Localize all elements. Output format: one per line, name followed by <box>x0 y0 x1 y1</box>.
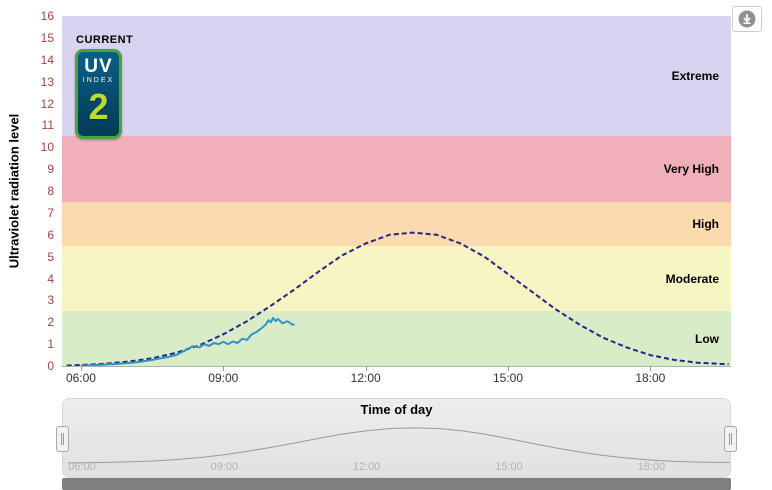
x-tick-label: 06:00 <box>65 371 96 385</box>
x-axis-title: Time of day <box>360 402 433 417</box>
export-button[interactable] <box>732 6 762 32</box>
y-tick-label: 16 <box>40 9 54 23</box>
badge-uv-text: UV <box>84 56 113 77</box>
x-tick-mark <box>80 366 82 371</box>
navigator-tick-label: 06:00 <box>68 461 96 473</box>
navigator-curve <box>67 427 730 464</box>
navigator-tick-label: 09:00 <box>210 461 239 473</box>
plot-area: Low Moderate High Very High Extreme <box>62 16 731 367</box>
band-label: Low <box>695 331 719 346</box>
y-tick-label: 14 <box>40 52 54 67</box>
y-tick-label: 11 <box>41 118 54 133</box>
y-tick-label: 4 <box>47 271 54 286</box>
navigator-tick-label: 12:00 <box>352 461 381 473</box>
navigator-curve-layer <box>67 427 730 464</box>
uv-band-very-high: Very High <box>62 136 731 202</box>
band-label: Moderate <box>665 271 719 286</box>
measured-uv-level-line <box>80 316 295 367</box>
uv-band-extreme: Extreme <box>62 16 731 137</box>
uv-band-moderate: Moderate <box>62 245 731 312</box>
navigator-tick-label: 15:00 <box>495 461 523 473</box>
navigator-handle-right[interactable] <box>724 426 737 452</box>
download-icon <box>738 10 756 28</box>
y-tick-label: 8 <box>47 184 54 198</box>
x-tick-label: 09:00 <box>208 371 239 385</box>
x-axis-line <box>62 366 731 367</box>
current-label: CURRENT <box>76 34 134 46</box>
y-tick-label: 6 <box>47 227 54 242</box>
band-label: Very High <box>663 162 719 177</box>
y-tick-label: 10 <box>40 140 54 155</box>
x-tick-label: 18:00 <box>635 371 666 385</box>
y-tick-label: 13 <box>40 74 54 89</box>
x-tick-label: 15:00 <box>492 371 524 385</box>
badge-index-text: INDEX <box>82 77 115 84</box>
navigator-handle-left[interactable] <box>56 426 69 452</box>
x-tick-mark <box>365 366 367 371</box>
x-tick-mark <box>223 366 225 371</box>
x-tick-mark <box>508 366 509 371</box>
uv-index-badge: UV INDEX 2 <box>75 49 122 139</box>
y-tick-label: 1 <box>47 337 54 352</box>
y-tick-label: 2 <box>47 315 54 330</box>
y-tick-label: 5 <box>47 249 54 264</box>
navigator-scrollbar[interactable] <box>62 478 731 490</box>
forecast-uv-level-line <box>66 231 729 367</box>
uv-band-low: Low <box>62 311 731 366</box>
band-label: Extreme <box>671 69 719 84</box>
navigator[interactable]: Time of day 06:00 09:00 12:00 15:00 18:00 <box>56 398 737 478</box>
x-tick-label: 12:00 <box>350 371 381 385</box>
y-tick-label: 0 <box>47 359 54 373</box>
y-tick-label: 9 <box>47 162 54 177</box>
y-tick-label: 12 <box>40 96 54 111</box>
x-tick-mark <box>650 366 652 371</box>
y-tick-label: 3 <box>47 293 54 308</box>
y-tick-label: 7 <box>47 205 54 220</box>
uv-index-value: 2 <box>88 86 109 127</box>
band-label: High <box>692 216 719 231</box>
y-tick-label: 15 <box>40 30 54 45</box>
series-layer <box>66 231 729 367</box>
navigator-tick-label: 18:00 <box>637 461 666 473</box>
uv-band-high: High <box>62 201 731 246</box>
